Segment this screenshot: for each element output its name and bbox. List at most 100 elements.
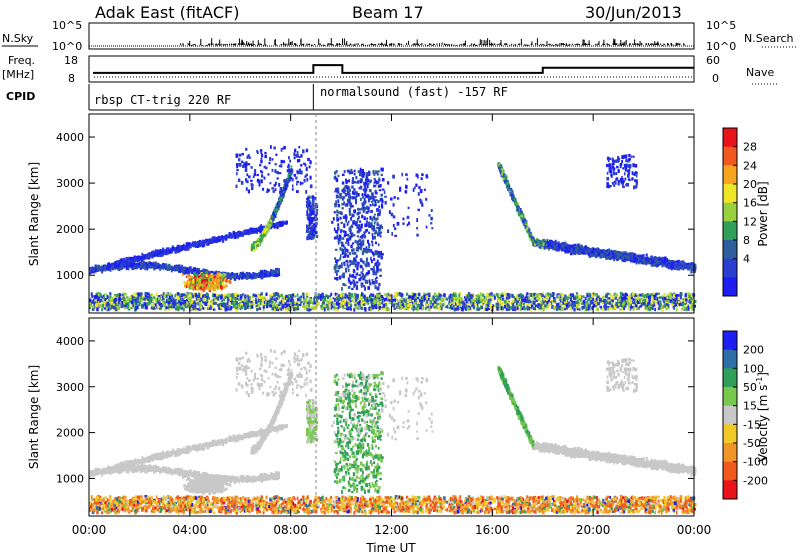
noise-sample	[242, 40, 244, 45]
noise-sample	[429, 43, 430, 45]
power-cell	[222, 298, 226, 302]
power-cell	[138, 301, 142, 305]
power-cell	[248, 273, 252, 276]
noise-sample	[625, 39, 627, 45]
power-cell	[350, 307, 352, 311]
power-cell	[562, 298, 566, 302]
power-cell	[132, 296, 135, 299]
power-cell	[214, 302, 217, 305]
noise-sample	[418, 44, 420, 46]
power-cell	[256, 231, 259, 234]
noise-sample	[314, 43, 316, 45]
noise-sample	[469, 44, 471, 46]
power-cell	[98, 303, 101, 308]
power-cell	[210, 238, 214, 243]
noise-sample	[541, 44, 543, 46]
power-cell	[453, 303, 455, 306]
noise-sample	[633, 43, 635, 45]
power-cell	[272, 307, 275, 311]
power-cell	[200, 294, 202, 298]
power-cell	[376, 298, 379, 302]
power-cell	[218, 303, 221, 307]
noise-sample	[291, 41, 293, 45]
power-cell	[334, 298, 336, 302]
power-cell	[122, 258, 125, 262]
power-cell	[89, 270, 92, 273]
power-cell	[149, 264, 152, 269]
power-cell	[478, 295, 481, 298]
power-cell	[404, 299, 407, 303]
noise-sample	[475, 45, 477, 46]
power-cell	[115, 294, 119, 298]
power-cell	[143, 261, 147, 265]
power-cell	[148, 295, 151, 299]
power-cell	[485, 304, 487, 308]
power-cell	[400, 293, 404, 297]
power-cell	[179, 294, 182, 297]
power-cell	[498, 293, 501, 297]
power-cell	[380, 307, 383, 310]
power-cell	[126, 305, 130, 309]
power-cell	[614, 297, 617, 300]
power-cell	[585, 303, 588, 307]
power-cell	[529, 308, 533, 311]
power-cell	[566, 296, 569, 301]
power-cell	[642, 298, 646, 302]
noise-sample	[400, 43, 402, 45]
cpid-segment-2: normalsound (fast) -157 RF	[320, 85, 508, 99]
power-cell	[298, 301, 301, 305]
power-cell	[578, 308, 581, 311]
power-cell	[333, 307, 336, 311]
power-cell	[127, 259, 130, 264]
power-cell	[469, 300, 472, 304]
power-cell	[354, 293, 357, 297]
power-cell	[673, 298, 677, 303]
power-cell	[485, 307, 489, 312]
power-cell	[470, 295, 473, 300]
power-cell	[220, 273, 223, 277]
power-cell	[98, 300, 101, 303]
power-cell	[448, 300, 451, 303]
power-cell	[497, 304, 499, 307]
power-cell	[280, 293, 283, 298]
noise-sample	[650, 43, 651, 45]
power-cell	[109, 292, 112, 296]
power-cell	[193, 241, 197, 245]
power-cell	[241, 231, 244, 235]
power-cell	[466, 307, 470, 311]
power-cell	[233, 303, 236, 307]
power-cell	[116, 305, 119, 310]
power-cell	[101, 308, 103, 312]
noise-sample	[583, 39, 585, 45]
power-cell	[560, 303, 563, 307]
noise-sample	[636, 43, 638, 45]
noise-sample	[200, 38, 202, 45]
power-cell	[545, 293, 548, 297]
power-cell	[92, 268, 95, 272]
noise-sample	[496, 44, 498, 45]
power-cell	[514, 300, 517, 304]
power-cell	[420, 299, 423, 303]
power-cell	[414, 299, 417, 303]
noise-sample	[483, 39, 485, 45]
power-cell	[477, 300, 480, 304]
power-cell	[387, 308, 391, 311]
power-cell	[539, 306, 543, 310]
power-cell	[227, 299, 230, 302]
power-cell	[517, 294, 521, 298]
power-cell	[384, 297, 388, 301]
power-cell	[197, 295, 200, 298]
noise-sample	[444, 44, 446, 46]
power-cell	[113, 306, 116, 310]
power-cell	[194, 305, 197, 310]
power-cell	[130, 300, 134, 305]
power-cell	[685, 308, 688, 311]
power-cell	[165, 299, 168, 303]
power-cell	[152, 302, 155, 305]
power-cell	[278, 221, 282, 225]
noise-sample	[546, 41, 548, 45]
noise-sample	[548, 43, 550, 45]
power-cell	[659, 296, 662, 299]
power-cell	[378, 302, 382, 306]
noise-sample	[219, 39, 221, 45]
